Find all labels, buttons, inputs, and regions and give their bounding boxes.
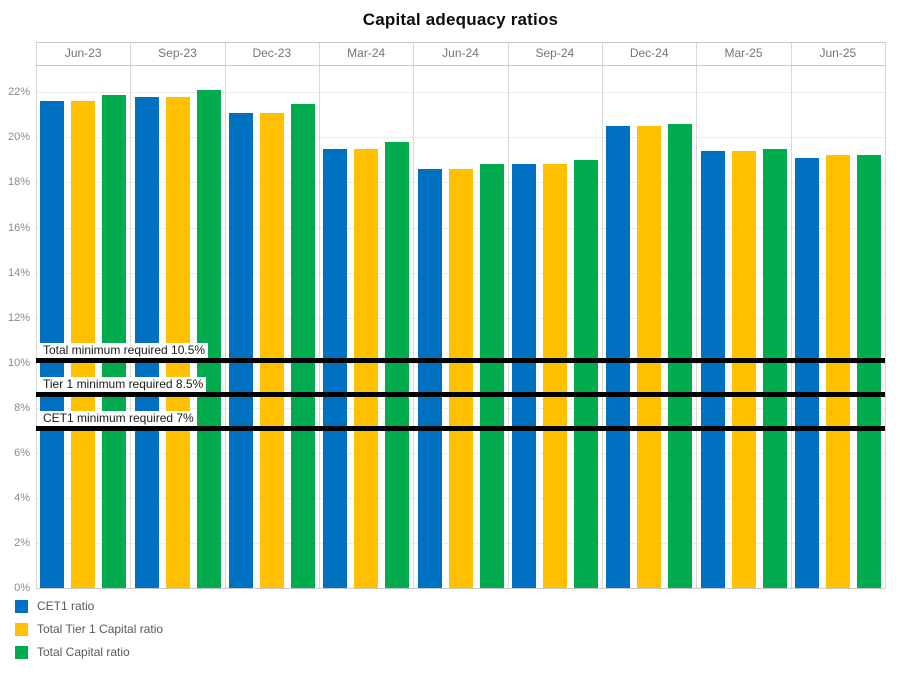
x-category-label: Sep-23 [158, 46, 197, 60]
legend-item: CET1 ratio [15, 599, 94, 613]
x-category-label: Mar-24 [347, 46, 386, 60]
reference-line [36, 425, 885, 431]
bar-total-capital-ratio [573, 159, 598, 588]
band-separator [319, 42, 320, 588]
bar-cet1-ratio [417, 168, 442, 588]
band-separator [602, 42, 603, 588]
bar-cet1-ratio [606, 126, 631, 588]
y-tick-label: 0% [14, 582, 30, 594]
bar-total-tier-1-capital-ratio [354, 148, 379, 588]
bar-total-tier-1-capital-ratio [448, 168, 473, 588]
bar-total-capital-ratio [479, 164, 504, 588]
y-tick-label: 10% [7, 356, 30, 369]
band-separator [507, 42, 509, 588]
bar-cet1-ratio [323, 148, 348, 588]
y-tick-label: 14% [7, 266, 30, 279]
legend-swatch-total-tier-1-capital-ratio [15, 622, 28, 636]
band-separator [36, 42, 37, 588]
y-gridline [36, 92, 885, 94]
reference-line-label: Total minimum required 10.5% [40, 342, 209, 358]
y-tick-label: 16% [7, 221, 30, 234]
bar-total-capital-ratio [762, 148, 787, 588]
reference-line [36, 357, 885, 363]
bar-total-capital-ratio [290, 103, 315, 588]
band-separator [413, 42, 415, 588]
x-category-label: Sep-24 [535, 46, 575, 60]
x-category-label: Dec-23 [252, 46, 292, 60]
reference-line [36, 391, 885, 397]
y-gridline [36, 137, 885, 139]
bar-total-capital-ratio [102, 94, 127, 588]
y-tick-label: 6% [14, 446, 30, 459]
bar-cet1-ratio [511, 164, 536, 588]
legend-item: Total Capital ratio [15, 645, 130, 659]
bar-total-capital-ratio [196, 90, 221, 588]
bar-total-tier-1-capital-ratio [542, 164, 567, 588]
y-tick-label: 12% [7, 311, 30, 324]
chart-title: Capital adequacy ratios [362, 10, 559, 29]
bar-total-tier-1-capital-ratio [165, 96, 190, 588]
band-separator [224, 42, 226, 588]
bar-cet1-ratio [794, 157, 819, 588]
reference-line-label: Tier 1 minimum required 8.5% [40, 376, 207, 392]
bar-cet1-ratio [228, 112, 253, 588]
x-category-label: Jun-25 [819, 46, 857, 60]
y-tick-label: 8% [14, 401, 30, 414]
y-tick-label: 22% [7, 86, 30, 99]
bar-total-tier-1-capital-ratio [731, 150, 756, 588]
bar-total-tier-1-capital-ratio [825, 155, 850, 588]
bar-total-tier-1-capital-ratio [259, 112, 284, 588]
y-tick-label: 2% [14, 536, 30, 549]
bar-total-capital-ratio [668, 123, 693, 588]
band-separator [130, 42, 132, 588]
axis-border [36, 588, 885, 589]
legend-label: CET1 ratio [37, 599, 95, 613]
axis-border [36, 65, 885, 66]
x-category-label: Jun-24 [442, 46, 479, 60]
band-separator [790, 42, 792, 588]
legend-label: Total Tier 1 Capital ratio [37, 622, 164, 636]
bar-total-tier-1-capital-ratio [637, 126, 662, 588]
y-tick-label: 18% [7, 176, 30, 189]
bar-total-capital-ratio [385, 141, 410, 588]
legend-label: Total Capital ratio [37, 645, 130, 659]
band-separator [885, 42, 886, 588]
y-tick-label: 4% [14, 491, 30, 504]
bar-cet1-ratio [700, 150, 725, 588]
x-category-label: Mar-25 [724, 46, 763, 60]
y-tick-label: 20% [7, 131, 30, 144]
axis-border [36, 42, 885, 43]
legend-item: Total Tier 1 Capital ratio [15, 622, 163, 636]
x-category-label: Dec-24 [629, 46, 669, 60]
x-category-label: Jun-23 [64, 46, 102, 60]
bar-cet1-ratio [134, 96, 159, 588]
legend-swatch-cet1-ratio [15, 599, 28, 613]
band-separator [696, 42, 698, 588]
bar-total-capital-ratio [856, 155, 881, 588]
legend-swatch-total-capital-ratio [15, 645, 28, 659]
reference-line-label: CET1 minimum required 7% [40, 410, 197, 426]
